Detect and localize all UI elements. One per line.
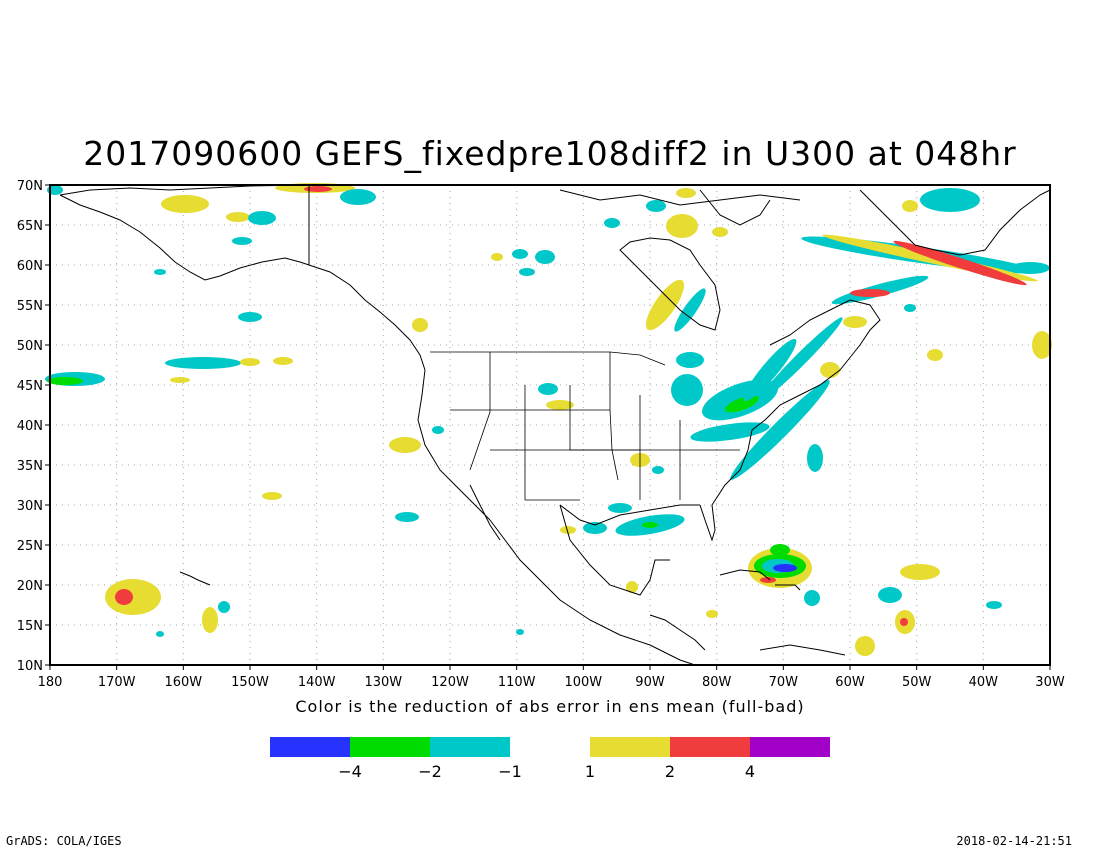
lat-label: 15N (17, 619, 43, 634)
colorbar-swatch (350, 737, 430, 757)
lat-label: 10N (17, 659, 43, 674)
lat-label: 60N (17, 259, 43, 274)
lon-label: 140W (298, 675, 336, 690)
lat-label: 70N (17, 179, 43, 194)
lat-label: 45N (17, 379, 43, 394)
axis-ticks (45, 184, 1051, 670)
colorbar-label: −1 (498, 762, 522, 781)
map-title: 2017090600 GEFS_fixedpre108diff2 in U300… (83, 134, 1017, 173)
lon-label: 50W (902, 675, 932, 690)
lat-label: 25N (17, 539, 43, 554)
lon-label: 130W (364, 675, 402, 690)
us-state-borders (430, 351, 740, 501)
colorbar-swatch (270, 737, 350, 757)
colorbar-caption: Color is the reduction of abs error in e… (295, 697, 805, 716)
colorbar-swatch (430, 737, 510, 757)
lat-label: 35N (17, 459, 43, 474)
colorbar-swatch (670, 737, 750, 757)
colorbar: −4 −2 −1 1 2 4 (270, 737, 830, 781)
lon-label: 60W (835, 675, 865, 690)
lon-label: 180 (38, 675, 63, 690)
lon-label: 30W (1035, 675, 1065, 690)
lat-label: 40N (17, 419, 43, 434)
lat-label: 50N (17, 339, 43, 354)
lat-label: 55N (17, 299, 43, 314)
lon-label: 70W (769, 675, 799, 690)
lon-label: 160W (164, 675, 202, 690)
lon-label: 40W (969, 675, 999, 690)
latitude-labels: 70N 65N 60N 55N 50N 45N 40N 35N 30N 25N 20N 15N 10N (17, 179, 43, 674)
colorbar-label: 4 (745, 762, 755, 781)
lon-label: 90W (635, 675, 665, 690)
colorbar-label: −4 (338, 762, 362, 781)
colorbar-label: −2 (418, 762, 442, 781)
colorbar-swatch (590, 737, 670, 757)
lon-label: 110W (498, 675, 536, 690)
colorbar-label: 2 (665, 762, 675, 781)
lon-label: 120W (431, 675, 469, 690)
lon-label: 80W (702, 675, 732, 690)
timestamp: 2018-02-14-21:51 (956, 834, 1072, 848)
lon-label: 150W (231, 675, 269, 690)
lon-label: 170W (98, 675, 136, 690)
lat-label: 30N (17, 499, 43, 514)
longitude-labels: 180 170W 160W 150W 140W 130W 120W 110W 100W 90W 80… (38, 675, 1065, 690)
software-credit: GrADS: COLA/IGES (6, 834, 122, 848)
lon-label: 100W (564, 675, 602, 690)
lat-label: 65N (17, 219, 43, 234)
colorbar-label: 1 (585, 762, 595, 781)
lat-label: 20N (17, 579, 43, 594)
shaded-fields (45, 183, 1052, 656)
colorbar-swatch (750, 737, 830, 757)
